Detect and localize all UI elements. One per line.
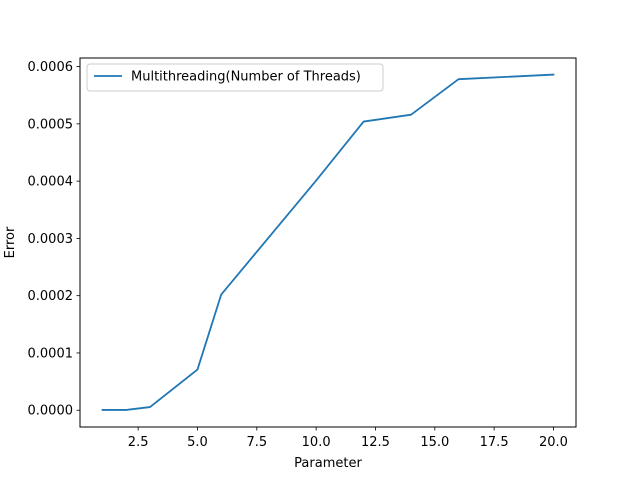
y-tick-label: 0.0005 [28, 117, 74, 132]
x-axis-ticks: 2.5 5.0 7.5 10.0 12.5 15.0 17.5 20.0 [128, 427, 568, 450]
legend-box [86, 63, 384, 92]
y-tick-label: 0.0006 [28, 60, 74, 75]
legend: Multithreading(Number of Threads) [86, 63, 384, 92]
x-tick-label: 12.5 [361, 435, 390, 450]
series-line [101, 73, 555, 411]
y-tick-label: 0.0004 [28, 175, 74, 190]
legend-series-label: Multithreading(Number of Threads) [131, 70, 361, 85]
x-tick-label: 2.5 [128, 435, 149, 450]
x-axis-title: Parameter [294, 456, 362, 471]
x-tick-label: 15.0 [420, 435, 449, 450]
x-tick-label: 20.0 [539, 435, 568, 450]
x-tick-label: 10.0 [302, 435, 331, 450]
x-tick-label: 17.5 [480, 435, 509, 450]
y-axis-title: Error [3, 226, 18, 258]
x-tick-label: 7.5 [246, 435, 267, 450]
y-tick-label: 0.0002 [28, 289, 74, 304]
series-layer [101, 73, 555, 411]
plot-area-frame [79, 57, 577, 428]
y-tick-label: 0.0001 [28, 346, 74, 361]
y-tick-label: 0.0000 [28, 404, 74, 419]
y-tick-label: 0.0003 [28, 232, 74, 247]
x-tick-label: 5.0 [187, 435, 208, 450]
y-axis-ticks: 0.0000 0.0001 0.0002 0.0003 0.0004 0.0005 0.00… [28, 60, 80, 419]
